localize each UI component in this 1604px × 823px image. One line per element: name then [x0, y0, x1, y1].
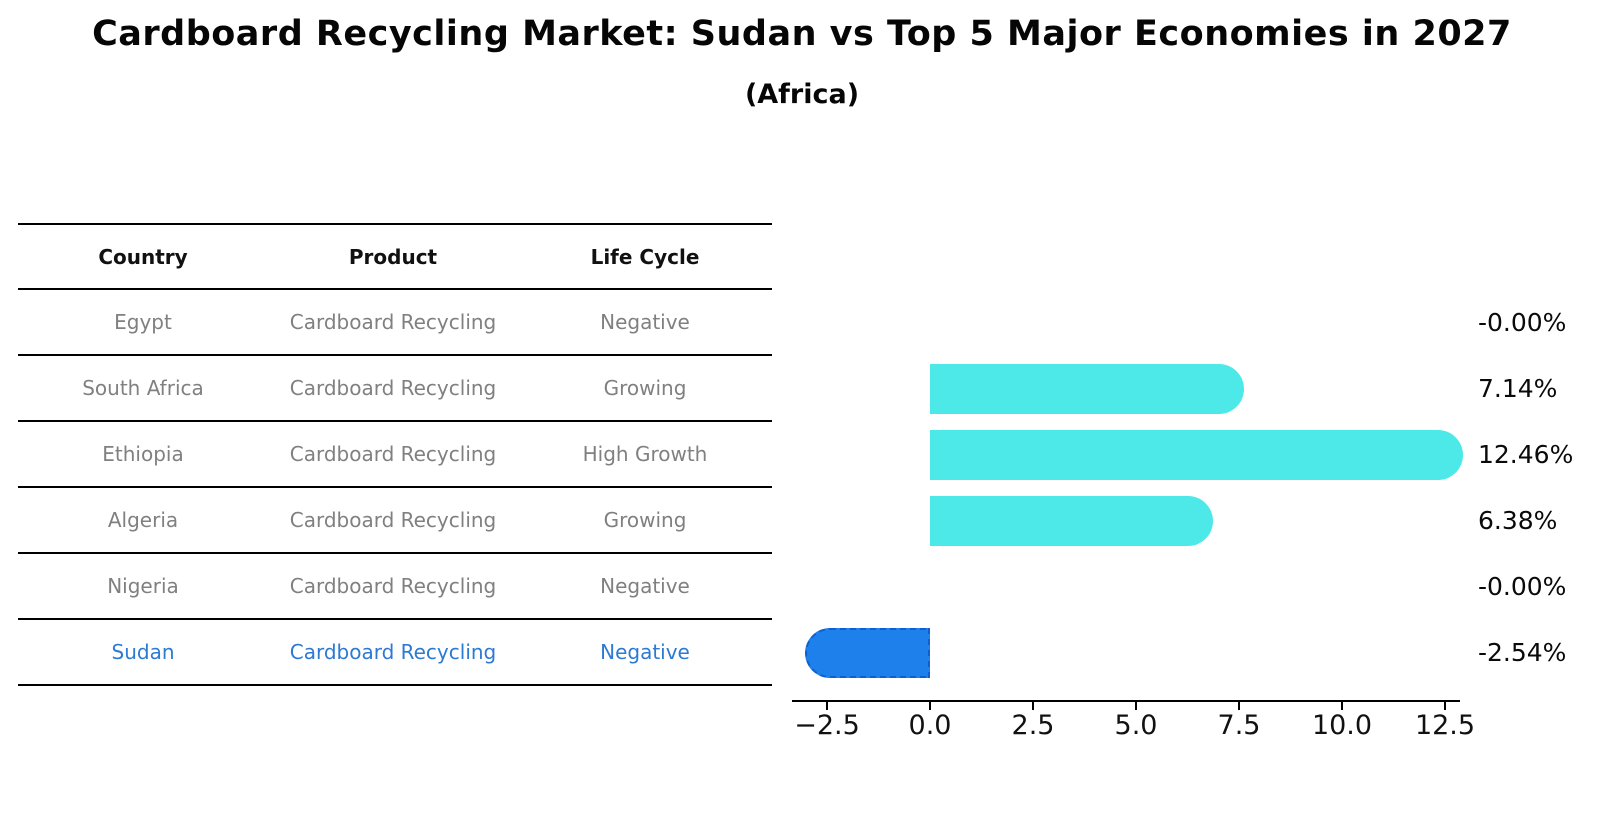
x-axis-tick: [1032, 701, 1034, 710]
column-header-life-cycle: Life Cycle: [590, 244, 700, 269]
value-label-ethiopia: 12.46%: [1478, 440, 1574, 469]
x-axis-tick: [1444, 701, 1446, 710]
x-axis-tick-label: 7.5: [1217, 710, 1261, 741]
value-label-egypt: -0.00%: [1478, 308, 1567, 337]
life-cycle-cell: Negative: [600, 310, 690, 334]
bar-ethiopia: [930, 430, 1464, 480]
column-header-product: Product: [348, 244, 438, 269]
value-label-algeria: 6.38%: [1478, 506, 1558, 535]
country-cell: Nigeria: [107, 574, 179, 598]
country-cell: Algeria: [107, 508, 179, 532]
x-axis-tick-label: −2.5: [794, 710, 860, 741]
x-axis-tick: [826, 701, 828, 710]
country-cell: Egypt: [114, 310, 172, 334]
product-cell: Cardboard Recycling: [289, 442, 497, 466]
value-label-south-africa: 7.14%: [1478, 374, 1558, 403]
table-row: Ethiopia Cardboard Recycling High Growth: [18, 422, 772, 488]
table-row: Egypt Cardboard Recycling Negative: [18, 290, 772, 356]
product-cell: Cardboard Recycling: [289, 376, 497, 400]
life-cycle-cell: High Growth: [582, 442, 708, 466]
x-axis-tick-label: 5.0: [1114, 710, 1158, 741]
x-axis-tick: [1135, 701, 1137, 710]
life-cycle-cell: Growing: [603, 508, 687, 532]
country-cell: South Africa: [82, 376, 204, 400]
table-header-row: Country Product Life Cycle: [18, 223, 772, 290]
life-cycle-cell: Growing: [603, 376, 687, 400]
country-cell: Sudan: [111, 640, 175, 664]
country-cell: Ethiopia: [102, 442, 184, 466]
product-cell: Cardboard Recycling: [289, 310, 497, 334]
value-label-sudan: -2.54%: [1478, 638, 1567, 667]
table-row: Nigeria Cardboard Recycling Negative: [18, 554, 772, 620]
x-axis-line: [792, 700, 1460, 702]
table-row: Sudan Cardboard Recycling Negative: [18, 620, 772, 686]
value-label-nigeria: -0.00%: [1478, 572, 1567, 601]
chart-subtitle: (Africa): [744, 79, 860, 110]
country-table: Country Product Life Cycle Egypt Cardboard …: [18, 223, 772, 686]
x-axis-tick-label: 2.5: [1011, 710, 1055, 741]
life-cycle-cell: Negative: [600, 574, 690, 598]
table-body: Egypt Cardboard Recycling Negative South Af…: [18, 290, 772, 686]
x-axis-tick-label: 10.0: [1311, 710, 1373, 741]
product-cell: Cardboard Recycling: [289, 574, 497, 598]
life-cycle-cell: Negative: [600, 640, 690, 664]
chart-title: Cardboard Recycling Market: Sudan vs Top…: [92, 14, 1512, 54]
product-cell: Cardboard Recycling: [289, 640, 497, 664]
x-axis-tick: [929, 701, 931, 710]
bar-algeria: [930, 496, 1213, 546]
bar-south-africa: [930, 364, 1245, 414]
table-row: South Africa Cardboard Recycling Growing: [18, 356, 772, 422]
bar-sudan: [805, 628, 930, 678]
product-cell: Cardboard Recycling: [289, 508, 497, 532]
x-axis-tick: [1341, 701, 1343, 710]
table-row: Algeria Cardboard Recycling Growing: [18, 488, 772, 554]
x-axis-tick-label: 12.5: [1414, 710, 1476, 741]
column-header-country: Country: [98, 244, 188, 269]
x-axis-tick-label: 0.0: [908, 710, 952, 741]
x-axis-tick: [1238, 701, 1240, 710]
